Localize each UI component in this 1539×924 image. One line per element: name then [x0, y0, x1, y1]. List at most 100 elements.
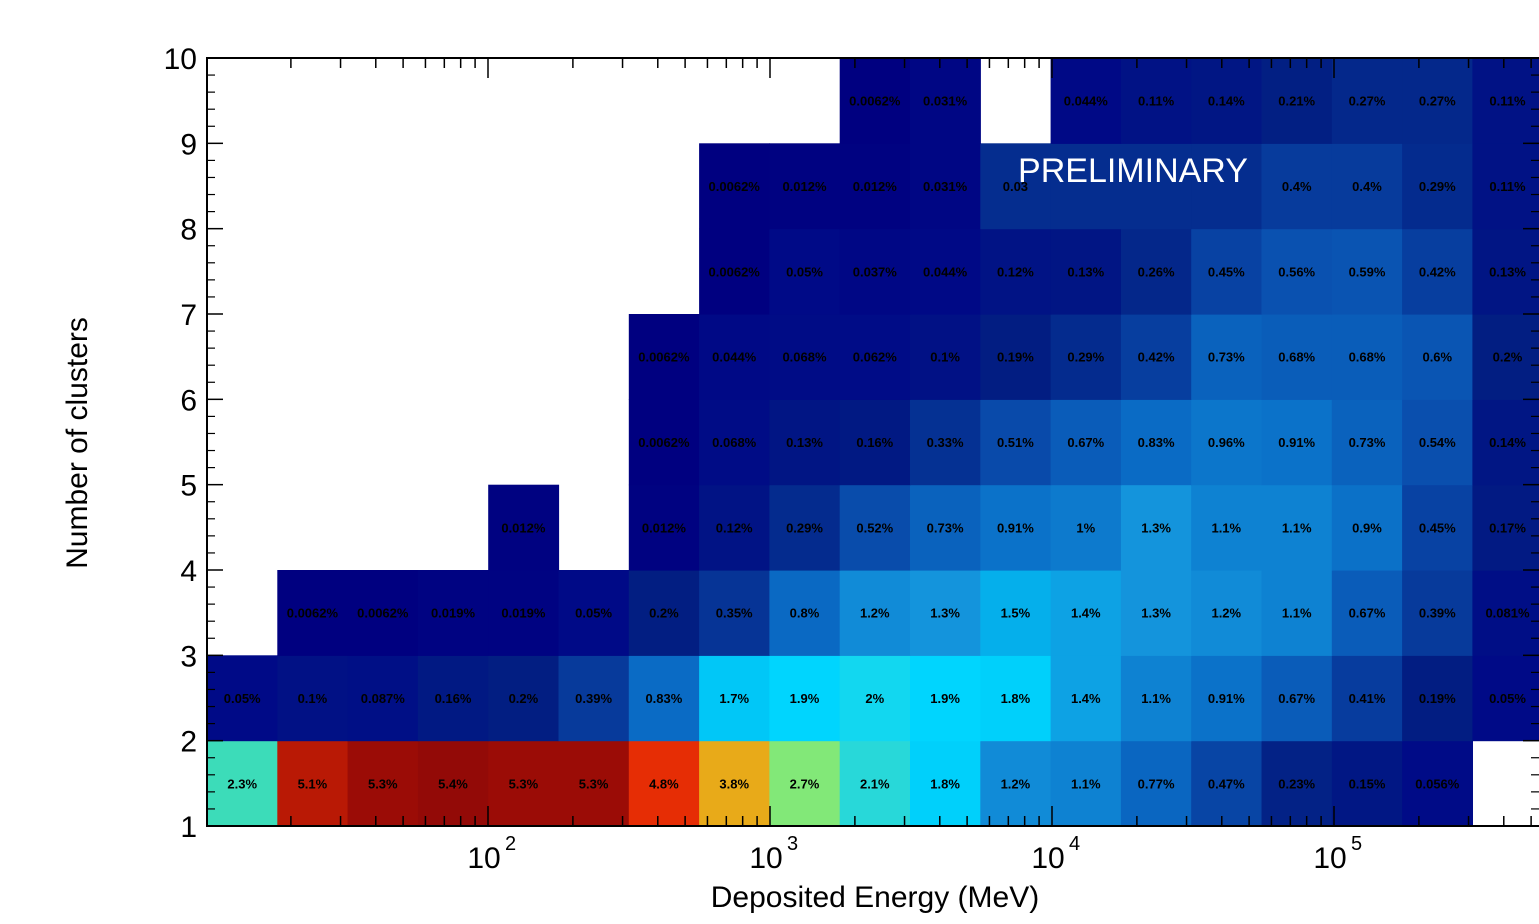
cell-value-label: 0.05% [224, 691, 261, 706]
cell-value-label: 0.087% [361, 691, 406, 706]
heatmap-cell [769, 740, 841, 827]
heatmap-cell [1472, 570, 1539, 656]
heatmap-cell [980, 228, 1052, 315]
cell-value-label: 0.044% [1064, 94, 1109, 109]
cell-value-label: 0.51% [997, 435, 1034, 450]
heatmap-cell [558, 655, 630, 742]
axis-frame [206, 57, 1539, 827]
cell-value-label: 1.3% [930, 606, 960, 621]
heatmap-cell [417, 740, 489, 827]
cell-value-label: 0.68% [1349, 350, 1386, 365]
y-tick-label: 7 [180, 299, 197, 332]
heatmap-cell [769, 143, 841, 230]
cell-value-label: 0.062% [853, 350, 898, 365]
cell-value-label: 0.67% [1067, 435, 1104, 450]
cell-value-label: 0.35% [716, 606, 753, 621]
cell-value-label: 1.1% [1282, 606, 1312, 621]
heatmap-cell [1050, 655, 1122, 742]
heatmap-cell [1050, 570, 1122, 656]
cell-value-label: 0.54% [1419, 435, 1456, 450]
heatmap-cell [1472, 314, 1539, 400]
cell-value-label: 0.59% [1349, 264, 1386, 279]
heatmap-cell [1191, 228, 1263, 315]
cell-value-label: 0.13% [786, 435, 823, 450]
heatmap-cell [1191, 484, 1263, 571]
y-tick-label: 10 [164, 43, 197, 76]
heatmap-cell [1402, 399, 1473, 486]
heatmap-cell [277, 570, 349, 656]
cell-value-label: 2.7% [790, 776, 820, 791]
cell-value-label: 0.019% [501, 606, 546, 621]
heatmap-cell [769, 228, 841, 315]
heatmap-cell [1472, 58, 1539, 144]
heatmap-cell [628, 655, 700, 742]
cell-value-label: 1.3% [1141, 520, 1171, 535]
heatmap-cell [769, 399, 841, 486]
cell-value-label: 1.9% [790, 691, 820, 706]
heatmap-cell [1191, 570, 1263, 656]
cell-value-label: 1% [1076, 520, 1095, 535]
heatmap-cell [910, 399, 981, 486]
heatmap-cell [1402, 228, 1473, 315]
heatmap-cell [839, 740, 911, 827]
cell-value-label: 0.1% [930, 350, 960, 365]
heatmap-cell [1472, 655, 1539, 742]
heatmap-cell [1402, 58, 1473, 144]
heatmap-cell [1120, 228, 1192, 315]
cell-value-label: 1.4% [1071, 606, 1101, 621]
cell-value-label: 0.031% [923, 94, 968, 109]
cell-value-label: 0.83% [1138, 435, 1175, 450]
cell-value-label: 0.42% [1419, 264, 1456, 279]
cell-value-label: 0.14% [1208, 94, 1245, 109]
heatmap-cell [839, 570, 911, 656]
cell-value-label: 0.45% [1419, 520, 1456, 535]
heatmap-cell [1331, 655, 1403, 742]
heatmap-cell [1261, 399, 1333, 486]
heatmap-cell [839, 228, 911, 315]
heatmap-cell [839, 143, 911, 230]
cell-value-label: 5.1% [298, 776, 328, 791]
heatmap-cell [417, 570, 489, 656]
heatmap-cell [839, 399, 911, 486]
x-tick-base: 10 [749, 842, 782, 875]
cell-value-label: 1.8% [930, 776, 960, 791]
cell-value-label: 0.068% [712, 435, 757, 450]
x-tick-label: 10 2 [467, 833, 516, 875]
heatmap-cell [417, 655, 489, 742]
cell-value-label: 0.12% [997, 264, 1034, 279]
cell-value-label: 0.0062% [849, 94, 901, 109]
cell-value-label: 0.0062% [287, 606, 339, 621]
heatmap-cell [1402, 484, 1473, 571]
heatmap-cell [628, 740, 700, 827]
heatmap-cell [1120, 399, 1192, 486]
y-tick-label: 1 [180, 811, 197, 844]
cell-value-label: 0.42% [1138, 350, 1175, 365]
cell-value-label: 0.012% [501, 520, 546, 535]
heatmap-cell [910, 314, 981, 400]
heatmap-cell [1331, 228, 1403, 315]
heatmap-cell [488, 655, 560, 742]
heatmap-cell [1402, 314, 1473, 400]
heatmap-cell [769, 484, 841, 571]
heatmap-cell [699, 228, 770, 315]
cell-value-label: 1.2% [1001, 776, 1031, 791]
heatmap-cell [277, 740, 349, 827]
x-tick-base: 10 [1031, 842, 1064, 875]
cell-value-label: 0.29% [1067, 350, 1104, 365]
heatmap-cell [980, 314, 1052, 400]
cell-value-label: 1.8% [1001, 691, 1031, 706]
heatmap-cell [628, 314, 700, 400]
cell-value-label: 0.19% [997, 350, 1034, 365]
cell-value-label: 0.14% [1489, 435, 1526, 450]
cell-value-label: 0.0062% [638, 435, 690, 450]
heatmap-cell [1120, 58, 1192, 144]
heatmap-cell [910, 58, 981, 144]
cell-value-label: 2.3% [227, 776, 257, 791]
cell-value-label: 3.8% [719, 776, 749, 791]
heatmap-cell [1191, 314, 1263, 400]
heatmap-cell [980, 740, 1052, 827]
y-tick-label: 2 [180, 726, 197, 759]
heatmap-cell [488, 484, 560, 571]
